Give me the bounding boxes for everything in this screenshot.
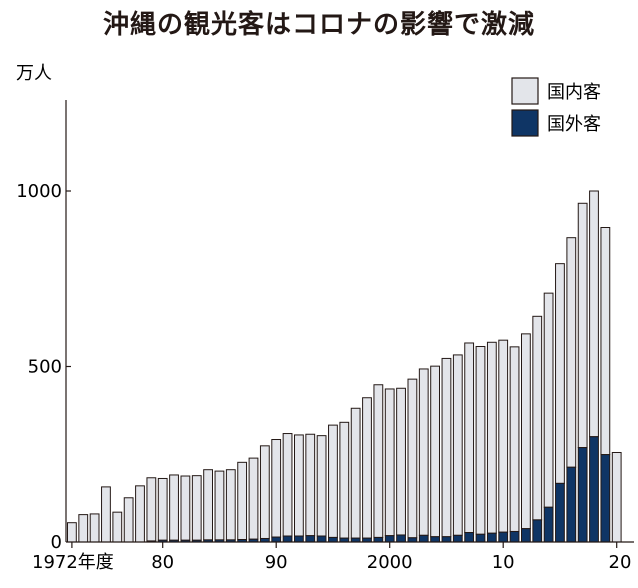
- x-tick-label: 10: [492, 552, 515, 573]
- bar-foreign: [317, 536, 326, 542]
- bar-foreign: [419, 535, 428, 542]
- bar-domestic: [79, 515, 88, 542]
- bar-domestic: [329, 425, 338, 537]
- bar-foreign: [522, 529, 531, 542]
- bar-domestic: [612, 452, 621, 542]
- bar-domestic: [158, 478, 167, 540]
- x-tick-label: 2000: [367, 552, 413, 573]
- bar-domestic: [215, 471, 224, 540]
- bar-domestic: [363, 398, 372, 538]
- bar-foreign: [306, 536, 315, 542]
- bar-domestic: [431, 366, 440, 537]
- bar-domestic: [601, 228, 610, 455]
- bar-series: [68, 191, 622, 542]
- bar-domestic: [476, 346, 485, 534]
- bar-domestic: [351, 408, 360, 538]
- x-axis-ticks: 1972年度 80 90 2000 10 20: [32, 542, 631, 573]
- bar-domestic: [533, 316, 542, 520]
- legend-swatch-foreign: [512, 110, 538, 136]
- bar-foreign: [408, 538, 417, 542]
- bar-foreign: [397, 535, 406, 542]
- bar-domestic: [102, 487, 111, 542]
- bar-domestic: [147, 478, 156, 541]
- bar-foreign: [510, 531, 519, 542]
- bar-foreign: [601, 455, 610, 542]
- bar-foreign: [283, 536, 292, 542]
- bar-foreign: [499, 532, 508, 542]
- legend-label-foreign: 国外客: [547, 114, 601, 135]
- bar-domestic: [181, 476, 190, 540]
- bar-domestic: [192, 476, 201, 541]
- bar-domestic: [499, 340, 508, 532]
- y-tick-label: 0: [51, 532, 62, 553]
- bar-foreign: [556, 483, 565, 542]
- y-tick-label: 1000: [16, 181, 62, 202]
- bar-domestic: [544, 293, 553, 507]
- bar-foreign: [442, 537, 451, 542]
- bar-domestic: [124, 498, 133, 542]
- bar-domestic: [226, 470, 235, 540]
- bar-domestic: [442, 358, 451, 536]
- y-tick-label: 500: [28, 357, 62, 378]
- bar-domestic: [522, 334, 531, 529]
- bar-foreign: [329, 537, 338, 542]
- bar-domestic: [272, 440, 281, 538]
- bar-domestic: [408, 379, 417, 538]
- bar-domestic: [170, 475, 179, 540]
- legend-swatch-domestic: [512, 78, 538, 104]
- bar-foreign: [567, 467, 576, 542]
- bar-foreign: [476, 534, 485, 542]
- bar-domestic: [306, 434, 315, 535]
- x-tick-label: 90: [265, 552, 288, 573]
- bar-foreign: [295, 536, 304, 542]
- y-axis-ticks: 0 500 1000: [16, 181, 71, 553]
- bar-foreign: [487, 533, 496, 542]
- bar-domestic: [249, 458, 258, 539]
- bar-domestic: [283, 434, 292, 536]
- bar-foreign: [453, 535, 462, 542]
- bar-domestic: [90, 514, 99, 542]
- bar-domestic: [260, 446, 269, 539]
- bar-domestic: [374, 385, 383, 538]
- bar-domestic: [397, 388, 406, 535]
- bar-domestic: [419, 369, 428, 535]
- bar-foreign: [465, 533, 474, 542]
- bar-foreign: [578, 448, 587, 542]
- bar-domestic: [113, 512, 122, 542]
- bar-domestic: [204, 470, 213, 540]
- bar-domestic: [556, 264, 565, 484]
- y-unit-label: 万人: [16, 63, 52, 84]
- bar-domestic: [340, 422, 349, 538]
- x-tick-label: 80: [151, 552, 174, 573]
- bar-domestic: [510, 347, 519, 532]
- bar-domestic: [578, 203, 587, 447]
- bar-domestic: [567, 238, 576, 468]
- bar-domestic: [317, 436, 326, 536]
- bar-foreign: [385, 536, 394, 542]
- x-tick-label: 20: [609, 552, 632, 573]
- bar-domestic: [465, 343, 474, 533]
- bar-domestic: [68, 523, 77, 542]
- bar-domestic: [295, 435, 304, 536]
- bar-foreign: [431, 537, 440, 542]
- bar-foreign: [590, 437, 599, 542]
- bar-domestic: [385, 389, 394, 536]
- legend: 国内客 国外客: [512, 78, 601, 136]
- bar-foreign: [533, 520, 542, 542]
- bar-domestic: [238, 462, 247, 539]
- bar-foreign: [544, 507, 553, 542]
- x-tick-label: 1972年度: [32, 552, 114, 573]
- bar-foreign: [374, 537, 383, 542]
- bar-domestic: [487, 342, 496, 533]
- bar-domestic: [453, 355, 462, 535]
- legend-label-domestic: 国内客: [547, 82, 601, 103]
- bar-foreign: [272, 537, 281, 542]
- bar-domestic: [136, 486, 145, 542]
- bar-domestic: [590, 191, 599, 437]
